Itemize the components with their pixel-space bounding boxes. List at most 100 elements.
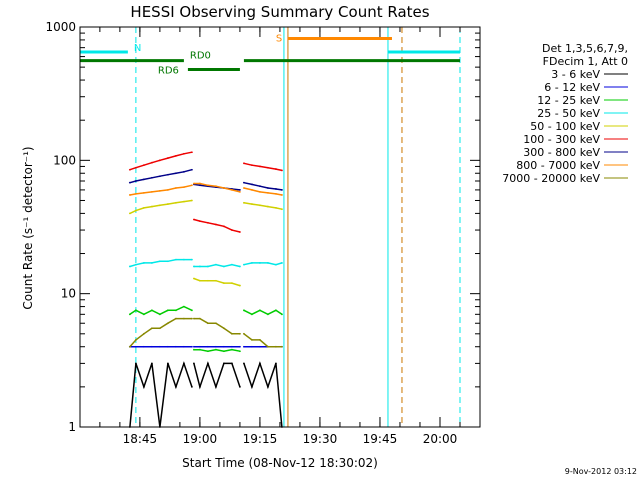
data-point	[183, 186, 185, 188]
data-point	[251, 164, 253, 167]
y-tick-label-2: 10	[61, 287, 76, 301]
legend-header-line-1: Det 1,3,5,6,7,9,	[542, 42, 628, 55]
data-point	[174, 385, 177, 388]
data-point	[191, 385, 193, 388]
data-point	[215, 348, 217, 351]
data-point	[158, 204, 161, 207]
series-line-5-segment-3	[243, 202, 283, 210]
data-point	[251, 345, 253, 348]
data-point	[166, 345, 169, 348]
x-tick-label-1: 18:45	[123, 432, 158, 446]
data-point	[243, 181, 245, 184]
data-point	[275, 263, 277, 266]
data-point	[275, 362, 277, 365]
series-line-3-segment-2	[193, 348, 241, 352]
data-point	[243, 187, 245, 189]
data-point	[215, 223, 217, 226]
data-point	[150, 176, 153, 179]
data-point	[193, 265, 195, 268]
data-point	[174, 258, 177, 261]
data-point	[231, 362, 233, 365]
legend-entry-label-1: 3 - 6 keV	[551, 68, 600, 81]
data-point	[259, 339, 261, 341]
data-point	[251, 189, 253, 191]
data-point	[193, 362, 195, 365]
data-point	[239, 385, 241, 388]
data-point	[259, 204, 261, 207]
series-line-9-segment-1	[129, 317, 192, 348]
data-point	[223, 265, 225, 268]
flag-label-n: N	[134, 43, 141, 54]
data-point	[275, 188, 277, 190]
data-point	[128, 194, 131, 196]
x-tick-label-5: 19:45	[363, 432, 398, 446]
data-point	[158, 345, 161, 348]
data-point	[281, 208, 283, 211]
data-point	[199, 220, 201, 223]
data-point	[191, 184, 193, 187]
series-line-7-segment-1	[129, 168, 193, 184]
data-point	[191, 309, 193, 312]
data-point	[134, 362, 137, 365]
data-point	[158, 189, 161, 192]
data-point	[158, 313, 161, 316]
data-point	[259, 345, 261, 348]
data-point	[207, 322, 209, 325]
series-line-5-segment-2	[193, 277, 241, 287]
y-tick-label-4: 1000	[45, 20, 76, 34]
x-tick-label-2: 19:00	[183, 432, 218, 446]
data-point	[199, 348, 201, 351]
data-point	[281, 262, 283, 264]
series-line-1-segment-3	[243, 361, 283, 428]
data-point	[231, 348, 233, 351]
data-point	[243, 362, 245, 365]
data-point	[183, 152, 185, 155]
data-point	[134, 339, 137, 341]
data-point	[223, 345, 225, 348]
data-point	[243, 263, 245, 266]
data-point	[150, 205, 153, 208]
data-point	[142, 191, 145, 194]
data-point	[281, 169, 283, 172]
data-point	[207, 362, 209, 365]
data-point	[243, 309, 245, 312]
data-point	[158, 159, 161, 162]
legend-entry-label-9: 7000 - 20000 keV	[502, 172, 600, 185]
data-point	[231, 229, 233, 231]
flag-label-s: S	[276, 33, 282, 44]
data-point	[281, 189, 283, 191]
data-point	[150, 161, 153, 164]
data-point	[223, 225, 225, 228]
data-point	[183, 345, 185, 348]
series-line-9-segment-3	[243, 333, 282, 348]
legend-entry-label-7: 300 - 800 keV	[523, 146, 600, 159]
legend-entry-label-6: 100 - 300 keV	[523, 133, 600, 146]
data-point	[134, 193, 137, 195]
data-point	[231, 332, 233, 335]
data-point	[128, 168, 131, 171]
data-point	[134, 180, 137, 182]
data-point	[193, 348, 195, 351]
generation-timestamp: 9-Nov-2012 03:12	[565, 467, 637, 476]
series-line-4-segment-1	[129, 258, 192, 268]
data-point	[267, 191, 269, 194]
data-point	[239, 284, 241, 287]
data-point	[223, 187, 225, 189]
data-point	[231, 345, 233, 348]
data-point	[267, 262, 269, 264]
data-point	[142, 164, 145, 167]
data-point	[142, 206, 145, 209]
data-point	[199, 279, 201, 282]
data-point	[231, 263, 233, 266]
data-point	[199, 265, 201, 268]
data-point	[239, 350, 241, 353]
legend-entry-label-3: 12 - 25 keV	[537, 94, 600, 107]
data-point	[281, 194, 283, 196]
data-point	[128, 313, 131, 316]
data-point	[199, 182, 201, 185]
data-point	[275, 206, 277, 209]
data-point	[215, 279, 217, 282]
data-point	[239, 189, 241, 191]
data-point	[199, 184, 201, 187]
